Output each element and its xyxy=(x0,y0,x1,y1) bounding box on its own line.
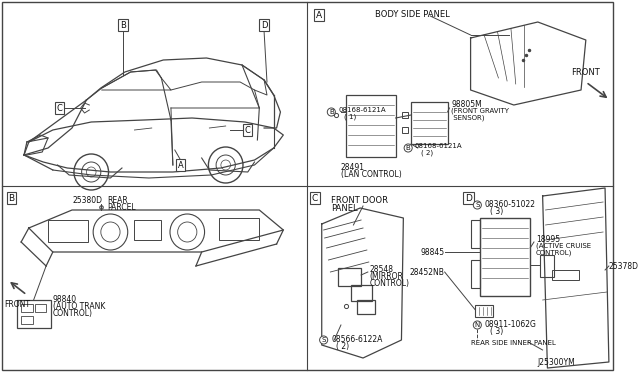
Bar xyxy=(357,300,374,314)
Text: ( 3): ( 3) xyxy=(490,327,503,336)
Text: (MIRROR: (MIRROR xyxy=(370,272,404,281)
Bar xyxy=(17,300,51,328)
Text: C: C xyxy=(312,193,318,202)
Text: 08168-6121A: 08168-6121A xyxy=(415,143,463,149)
Text: FRONT: FRONT xyxy=(4,300,30,309)
Text: FRONT DOOR: FRONT DOOR xyxy=(332,196,388,205)
Text: J25300YM: J25300YM xyxy=(538,358,575,367)
Text: 98840: 98840 xyxy=(53,295,77,304)
Text: BODY SIDE PANEL: BODY SIDE PANEL xyxy=(374,10,449,19)
Bar xyxy=(21,316,33,324)
Text: 25380D: 25380D xyxy=(72,196,102,205)
Text: FRONT: FRONT xyxy=(572,68,600,77)
Bar xyxy=(540,255,554,277)
Text: 28452NB: 28452NB xyxy=(410,268,445,277)
Text: (ACTIVE CRUISE: (ACTIVE CRUISE xyxy=(536,242,591,248)
Text: 08911-1062G: 08911-1062G xyxy=(485,320,537,329)
Text: B: B xyxy=(8,193,15,202)
Bar xyxy=(552,270,579,280)
Text: CONTROL): CONTROL) xyxy=(53,309,93,318)
Bar xyxy=(470,220,480,248)
Text: B: B xyxy=(406,145,410,151)
Text: SENSOR): SENSOR) xyxy=(451,114,485,121)
Text: 28548: 28548 xyxy=(370,265,394,274)
Bar xyxy=(219,218,259,240)
Text: S: S xyxy=(475,202,479,208)
Text: (FRONT GRAVITY: (FRONT GRAVITY xyxy=(451,107,509,113)
Text: B: B xyxy=(120,20,126,29)
Text: (AUTO TRANK: (AUTO TRANK xyxy=(53,302,105,311)
Bar xyxy=(35,304,46,312)
Text: PANEL: PANEL xyxy=(332,204,358,213)
Text: (LAN CONTROL): (LAN CONTROL) xyxy=(341,170,402,179)
Bar xyxy=(351,285,372,301)
Text: B: B xyxy=(329,109,333,115)
Text: 08566-6122A: 08566-6122A xyxy=(332,335,383,344)
Bar xyxy=(21,304,33,312)
Text: PARCEL: PARCEL xyxy=(108,203,136,212)
Text: D: D xyxy=(465,193,472,202)
Bar xyxy=(476,305,493,317)
Bar xyxy=(48,220,88,242)
Bar xyxy=(411,102,447,144)
Text: 98805M: 98805M xyxy=(451,100,482,109)
Bar xyxy=(338,268,361,286)
Text: A: A xyxy=(316,10,322,19)
Text: CONTROL): CONTROL) xyxy=(370,279,410,288)
Text: 08360-51022: 08360-51022 xyxy=(485,200,536,209)
Text: REAR: REAR xyxy=(108,196,128,205)
Text: ( 2): ( 2) xyxy=(420,149,433,155)
Text: N: N xyxy=(475,322,480,328)
Text: CONTROL): CONTROL) xyxy=(536,249,572,256)
Text: ( 3): ( 3) xyxy=(490,207,503,216)
Text: 18995: 18995 xyxy=(536,235,560,244)
Text: C: C xyxy=(56,103,63,112)
Text: 25378D: 25378D xyxy=(609,262,639,271)
Text: ( 1): ( 1) xyxy=(344,113,356,119)
Bar xyxy=(134,220,161,240)
Text: 28491: 28491 xyxy=(341,163,365,172)
Text: ( 2): ( 2) xyxy=(336,342,349,351)
Text: S: S xyxy=(321,337,326,343)
Text: 98845: 98845 xyxy=(420,248,445,257)
Text: A: A xyxy=(178,160,184,170)
Text: 08168-6121A: 08168-6121A xyxy=(338,107,386,113)
Text: C: C xyxy=(245,125,251,135)
Bar xyxy=(480,218,530,296)
Text: REAR SIDE INNER PANEL: REAR SIDE INNER PANEL xyxy=(470,340,556,346)
Bar xyxy=(470,260,480,288)
Text: D: D xyxy=(261,20,268,29)
Bar xyxy=(346,95,396,157)
